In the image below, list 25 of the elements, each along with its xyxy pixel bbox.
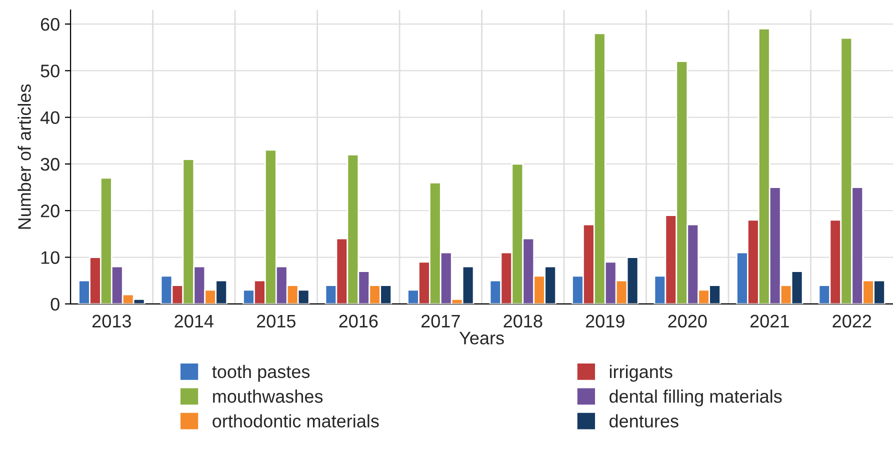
y-tick-label: 0 — [50, 298, 60, 311]
y-tick-label: 30 — [40, 158, 60, 171]
legend-label: irrigants — [610, 364, 672, 382]
legend-label: mouthwashes — [213, 390, 323, 403]
x-tick-label: 2017 — [421, 314, 460, 328]
y-tick-label: 50 — [40, 64, 60, 78]
legend-label: dental filling materials — [610, 390, 782, 406]
x-tick-label: 2019 — [586, 314, 624, 328]
y-tick-label: 10 — [41, 251, 60, 264]
legend-label: dentures — [610, 414, 678, 428]
x-tick-label: 2015 — [256, 314, 296, 328]
x-tick-label: 2014 — [174, 314, 214, 328]
x-tick-label: 2013 — [92, 314, 131, 328]
legend-label: orthodontic materials — [212, 414, 379, 428]
y-tick-label: 60 — [40, 18, 60, 31]
x-tick-label: 2020 — [668, 314, 707, 328]
x-tick-label: 2022 — [832, 314, 872, 328]
x-tick-label: 2018 — [504, 314, 542, 328]
legend-label: tooth pastes — [212, 364, 310, 382]
x-tick-label: 2021 — [750, 314, 789, 328]
x-tick-label: 2016 — [339, 314, 378, 328]
x-axis-title: Years — [459, 332, 504, 344]
y-tick-label: 20 — [40, 204, 60, 218]
y-tick-label: 40 — [40, 111, 60, 124]
y-axis-title: Number of articles — [18, 84, 31, 229]
